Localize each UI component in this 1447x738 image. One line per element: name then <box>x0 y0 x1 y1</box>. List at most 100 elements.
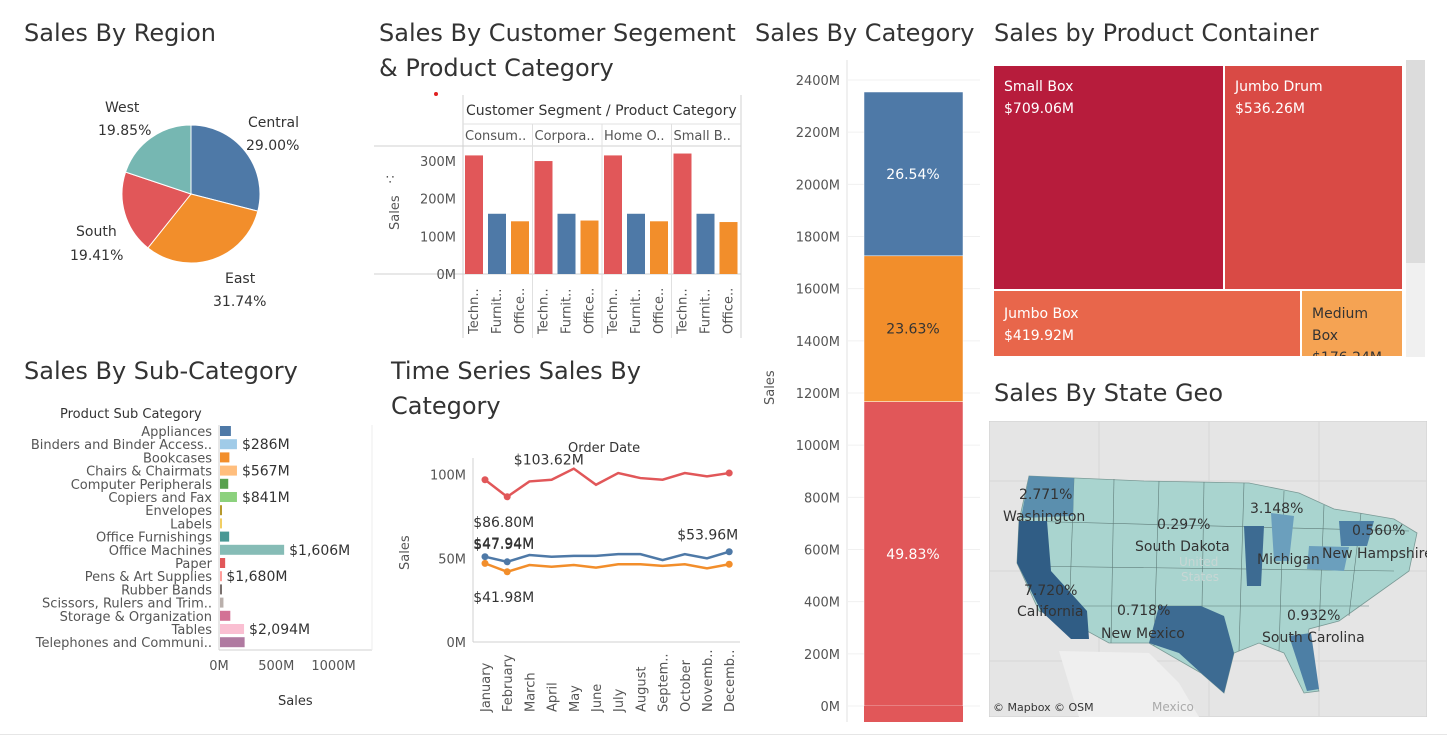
category-ytick: 2200M <box>796 126 840 141</box>
map-state-name: South Carolina <box>1262 630 1365 646</box>
subcategory-bar[interactable] <box>220 465 237 476</box>
segment-bar[interactable] <box>627 213 645 274</box>
subcategory-bar[interactable] <box>220 492 237 502</box>
segment-title-line2: & Product Category <box>379 54 614 82</box>
category-title: Sales By Category <box>755 19 975 47</box>
segment-category-label: Techn.. <box>676 288 691 335</box>
pie-slice-central[interactable] <box>190 124 261 212</box>
segment-ytick: 200M <box>420 193 456 208</box>
treemap-cell-jumbo-box[interactable]: Jumbo Box $419.92M <box>994 291 1302 356</box>
subcategory-bar[interactable] <box>220 426 231 436</box>
treemap-cell-small-box[interactable]: Small Box $709.06M <box>994 66 1225 291</box>
subcategory-bar[interactable] <box>220 571 222 582</box>
segment-bar[interactable] <box>604 155 622 274</box>
timeseries-ytick: 100M <box>430 469 466 484</box>
segment-ytick: 100M <box>420 230 456 245</box>
segment-bar[interactable] <box>534 161 553 274</box>
category-ytick: 1400M <box>796 335 840 350</box>
timeseries-annotation: $47.94M <box>473 536 534 552</box>
subcategory-bar[interactable] <box>220 439 237 450</box>
map-attribution-mapbox[interactable]: © Mapbox <box>993 701 1051 714</box>
timeseries-line[interactable] <box>484 562 730 574</box>
subcategory-bar[interactable] <box>220 544 285 555</box>
subcategory-bar[interactable] <box>220 624 245 634</box>
timeseries-point[interactable] <box>481 553 489 561</box>
timeseries-point[interactable] <box>481 476 489 484</box>
treemap-value: $176.24M <box>1312 350 1382 356</box>
timeseries-point[interactable] <box>725 469 733 477</box>
category-bar-chart[interactable]: 0M 200M 400M 600M 800M 1000M 1200M 1400M 1600M 18… <box>750 60 980 722</box>
category-ytick: 1600M <box>796 283 840 298</box>
pie-slice-east[interactable] <box>147 193 259 264</box>
subcategory-bar[interactable] <box>220 597 224 608</box>
segment-bar[interactable] <box>557 213 576 274</box>
subcategory-xtick: 500M <box>258 659 294 674</box>
treemap-scrollbar[interactable] <box>1406 60 1425 357</box>
region-pie-chart[interactable]: West 19.85% Central 29.00% South 19.41% … <box>60 90 330 320</box>
segment-bar[interactable] <box>650 221 668 274</box>
segment-category-label: Office.. <box>583 288 598 334</box>
map-region-washington <box>1021 476 1074 518</box>
map-state-name: California <box>1017 604 1083 620</box>
map-country-label: United <box>1179 555 1218 569</box>
treemap-cell-jumbo-drum[interactable]: Jumbo Drum $536.26M <box>1225 66 1402 291</box>
container-treemap[interactable]: Small Box $709.06M Jumbo Drum $536.26M J… <box>994 66 1402 356</box>
timeseries-title-line1: Time Series Sales By <box>391 357 641 385</box>
treemap-name: Small Box <box>1004 79 1074 95</box>
timeseries-line[interactable] <box>484 467 730 499</box>
subcategory-bar[interactable] <box>220 531 230 542</box>
subcategory-bar[interactable] <box>220 558 226 568</box>
segment-bar[interactable] <box>719 222 738 274</box>
segment-label: Consum.. <box>465 129 526 144</box>
timeseries-line-chart[interactable]: Order Date 0M 50M 100M $103.62M $86.80M $47.… <box>385 430 745 720</box>
subcategory-bar[interactable] <box>220 478 229 489</box>
subcategory-bar[interactable] <box>220 452 230 463</box>
timeseries-point[interactable] <box>503 493 511 501</box>
map-state-pct: 7.720% <box>1024 583 1077 599</box>
timeseries-point[interactable] <box>725 548 733 556</box>
subcategory-value-label: $286M <box>242 437 290 453</box>
category-segment[interactable] <box>863 401 964 707</box>
timeseries-point[interactable] <box>503 568 511 576</box>
category-ytick: 2000M <box>796 178 840 193</box>
treemap-scrollbar-thumb[interactable] <box>1406 60 1425 263</box>
map-state-name: Michigan <box>1257 552 1320 568</box>
segment-category-label: Office.. <box>652 288 667 334</box>
subcategory-bar[interactable] <box>220 584 222 595</box>
segment-filter-icon[interactable]: ∵ <box>386 173 394 188</box>
subcategory-value-label: $1,606M <box>289 543 350 559</box>
category-segment[interactable] <box>863 91 964 257</box>
pie-slice-west[interactable] <box>124 124 192 195</box>
red-dot-marker <box>434 92 438 96</box>
timeseries-annotation: $53.96M <box>677 528 738 544</box>
segment-bar[interactable] <box>465 155 483 274</box>
segment-bar[interactable] <box>696 213 715 274</box>
subcategory-bar[interactable] <box>220 637 245 648</box>
subcategory-bar[interactable] <box>220 505 222 516</box>
map-region-texas <box>1149 606 1234 693</box>
pie-slice-south[interactable] <box>121 171 192 249</box>
timeseries-point[interactable] <box>503 558 511 566</box>
map-mexico-landmass <box>1059 651 1199 717</box>
category-segment[interactable] <box>863 255 964 402</box>
map-attribution-osm[interactable]: © OSM <box>1054 701 1094 714</box>
timeseries-xtick: January <box>479 662 494 713</box>
timeseries-point[interactable] <box>481 559 489 567</box>
segment-bar[interactable] <box>673 153 692 274</box>
category-pct-label: 26.54% <box>886 167 939 183</box>
timeseries-point[interactable] <box>725 560 733 568</box>
segment-label: Corpora.. <box>535 129 595 144</box>
timeseries-line[interactable] <box>484 550 730 564</box>
map-region-michigan <box>1271 513 1294 561</box>
map-state-pct: 0.560% <box>1352 523 1405 539</box>
segment-bar[interactable] <box>580 220 599 274</box>
segment-bar[interactable] <box>511 221 529 274</box>
timeseries-xtick: Novemb.. <box>701 649 716 712</box>
subcategory-bar[interactable] <box>220 610 231 621</box>
segment-bar[interactable] <box>488 213 506 274</box>
treemap-cell-medium-box[interactable]: Medium Box $176.24M <box>1302 291 1402 356</box>
subcategory-bar[interactable] <box>220 518 222 529</box>
state-geo-map[interactable]: 2.771% Washington 0.297% South Dakota 3.148%… <box>989 421 1427 717</box>
segment-bar-chart[interactable]: Customer Segment / Product Category Cons… <box>370 88 745 338</box>
